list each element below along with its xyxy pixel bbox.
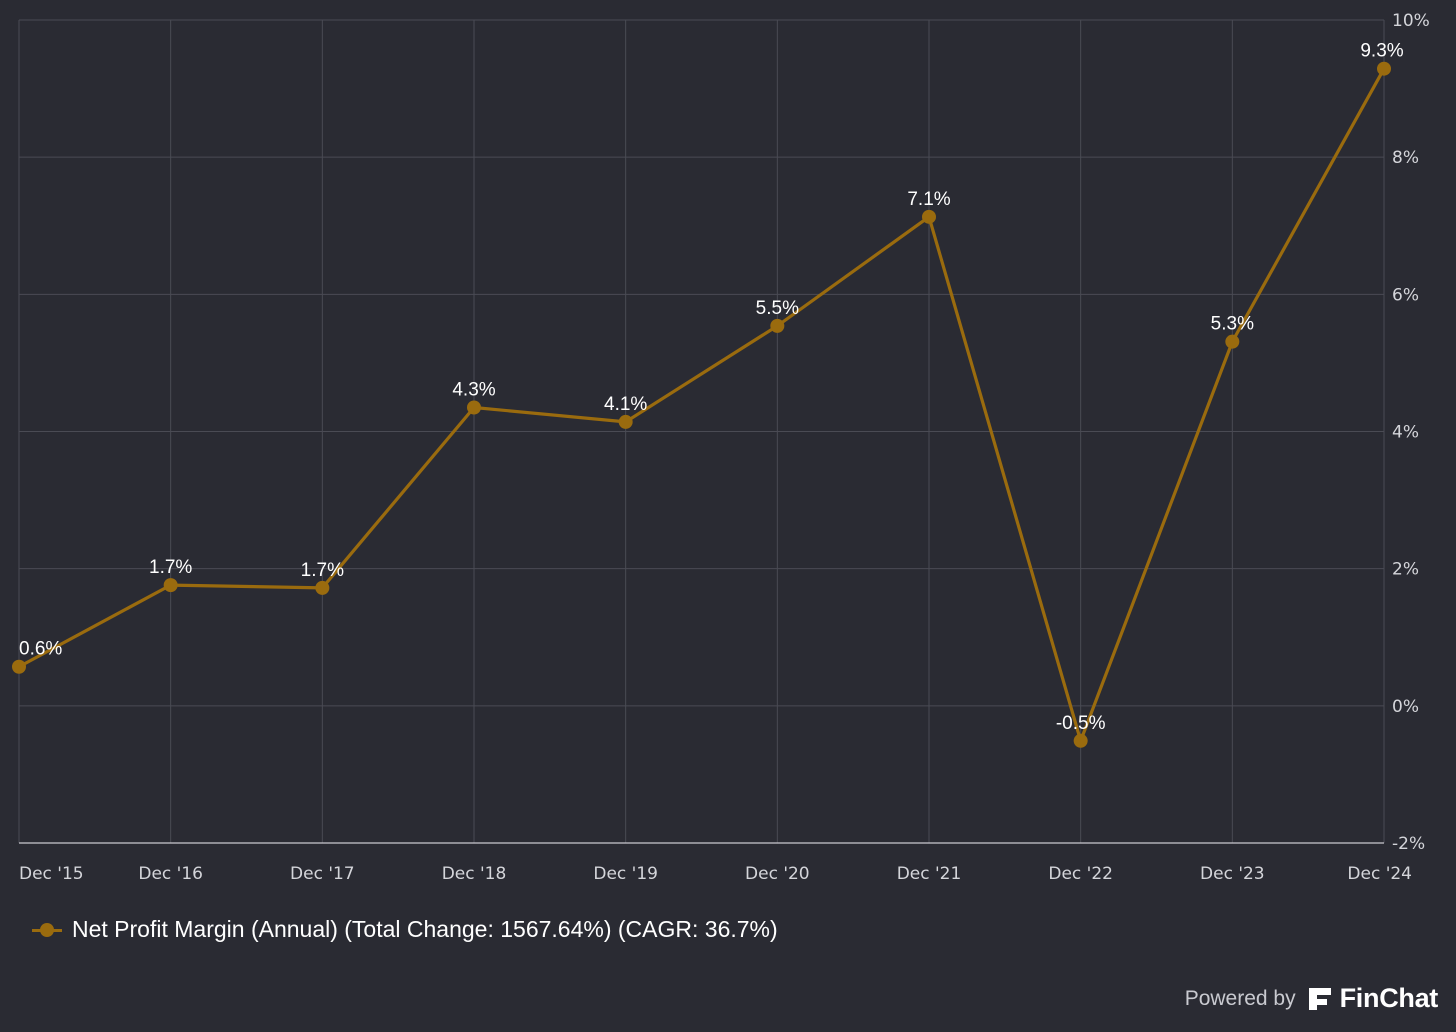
axes: 10% 8% 6% 4% 2% 0% -2% Dec '15 Dec '16 Dec '17 Dec…	[19, 11, 1430, 884]
data-label: 0.6%	[19, 639, 62, 660]
x-tick-label: Dec '24	[1347, 864, 1412, 884]
data-label: 1.7%	[149, 557, 192, 578]
finchat-logo: FinChat	[1306, 983, 1438, 1014]
data-point[interactable]	[922, 209, 936, 224]
data-label: 4.3%	[452, 379, 495, 400]
data-point[interactable]	[12, 659, 26, 674]
y-tick-label: 0%	[1392, 697, 1419, 717]
x-tick-label: Dec '15	[19, 864, 84, 884]
y-tick-label: 4%	[1392, 423, 1419, 443]
data-point[interactable]	[1377, 61, 1391, 76]
legend-label: Net Profit Margin (Annual) (Total Change…	[72, 916, 778, 942]
finchat-wordmark: FinChat	[1339, 983, 1439, 1013]
data-label: 4.1%	[604, 394, 647, 415]
data-point[interactable]	[315, 580, 330, 595]
y-tick-label: 10%	[1392, 11, 1430, 31]
data-point[interactable]	[1073, 733, 1088, 748]
x-tick-label: Dec '22	[1048, 864, 1113, 884]
y-tick-label: 8%	[1392, 148, 1419, 168]
series-net-profit-margin	[12, 61, 1391, 748]
data-label: 1.7%	[301, 560, 344, 581]
x-tick-label: Dec '21	[897, 864, 962, 884]
y-tick-label: 2%	[1392, 560, 1419, 580]
legend-marker-icon	[32, 921, 62, 939]
data-labels: 0.6% 1.7% 1.7% 4.3% 4.1% 5.5% 7.1% -0.5% 5.3% 9.3…	[19, 41, 1404, 734]
powered-by-branding[interactable]: Powered by FinChat	[1184, 983, 1439, 1014]
data-point[interactable]	[770, 318, 785, 333]
legend[interactable]: Net Profit Margin (Annual) (Total Change…	[32, 916, 778, 943]
data-point[interactable]	[467, 400, 481, 415]
line-chart: 10% 8% 6% 4% 2% 0% -2% Dec '15 Dec '16 Dec '17 Dec…	[12, 11, 1430, 884]
x-tick-label: Dec '23	[1200, 864, 1265, 884]
data-label: 9.3%	[1360, 41, 1403, 62]
data-point[interactable]	[1225, 334, 1240, 349]
data-label: -0.5%	[1056, 713, 1106, 734]
data-label: 5.5%	[756, 298, 799, 319]
x-tick-label: Dec '18	[442, 864, 507, 884]
data-label: 5.3%	[1211, 314, 1254, 335]
powered-by-text: Powered by	[1184, 986, 1296, 1010]
x-tick-label: Dec '17	[290, 864, 355, 884]
y-tick-label: -2%	[1392, 834, 1425, 854]
data-point[interactable]	[618, 414, 633, 429]
data-label: 7.1%	[907, 189, 950, 210]
y-tick-label: 6%	[1392, 285, 1419, 305]
finchat-logo-icon	[1308, 987, 1331, 1010]
x-tick-label: Dec '20	[745, 864, 810, 884]
data-point[interactable]	[163, 578, 178, 593]
grid	[18, 19, 1385, 843]
series-line	[18, 67, 1386, 743]
x-tick-label: Dec '16	[138, 864, 203, 884]
x-tick-label: Dec '19	[593, 864, 658, 884]
